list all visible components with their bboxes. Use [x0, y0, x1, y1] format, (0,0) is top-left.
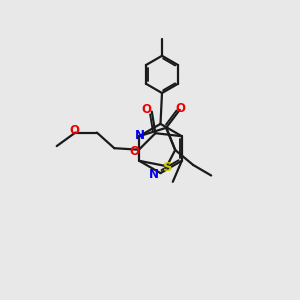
Text: O: O — [141, 103, 152, 116]
Text: N: N — [149, 168, 159, 182]
Text: O: O — [130, 145, 140, 158]
Text: O: O — [175, 101, 185, 115]
Text: N: N — [134, 129, 145, 142]
Text: S: S — [163, 161, 172, 174]
Text: O: O — [69, 124, 79, 137]
